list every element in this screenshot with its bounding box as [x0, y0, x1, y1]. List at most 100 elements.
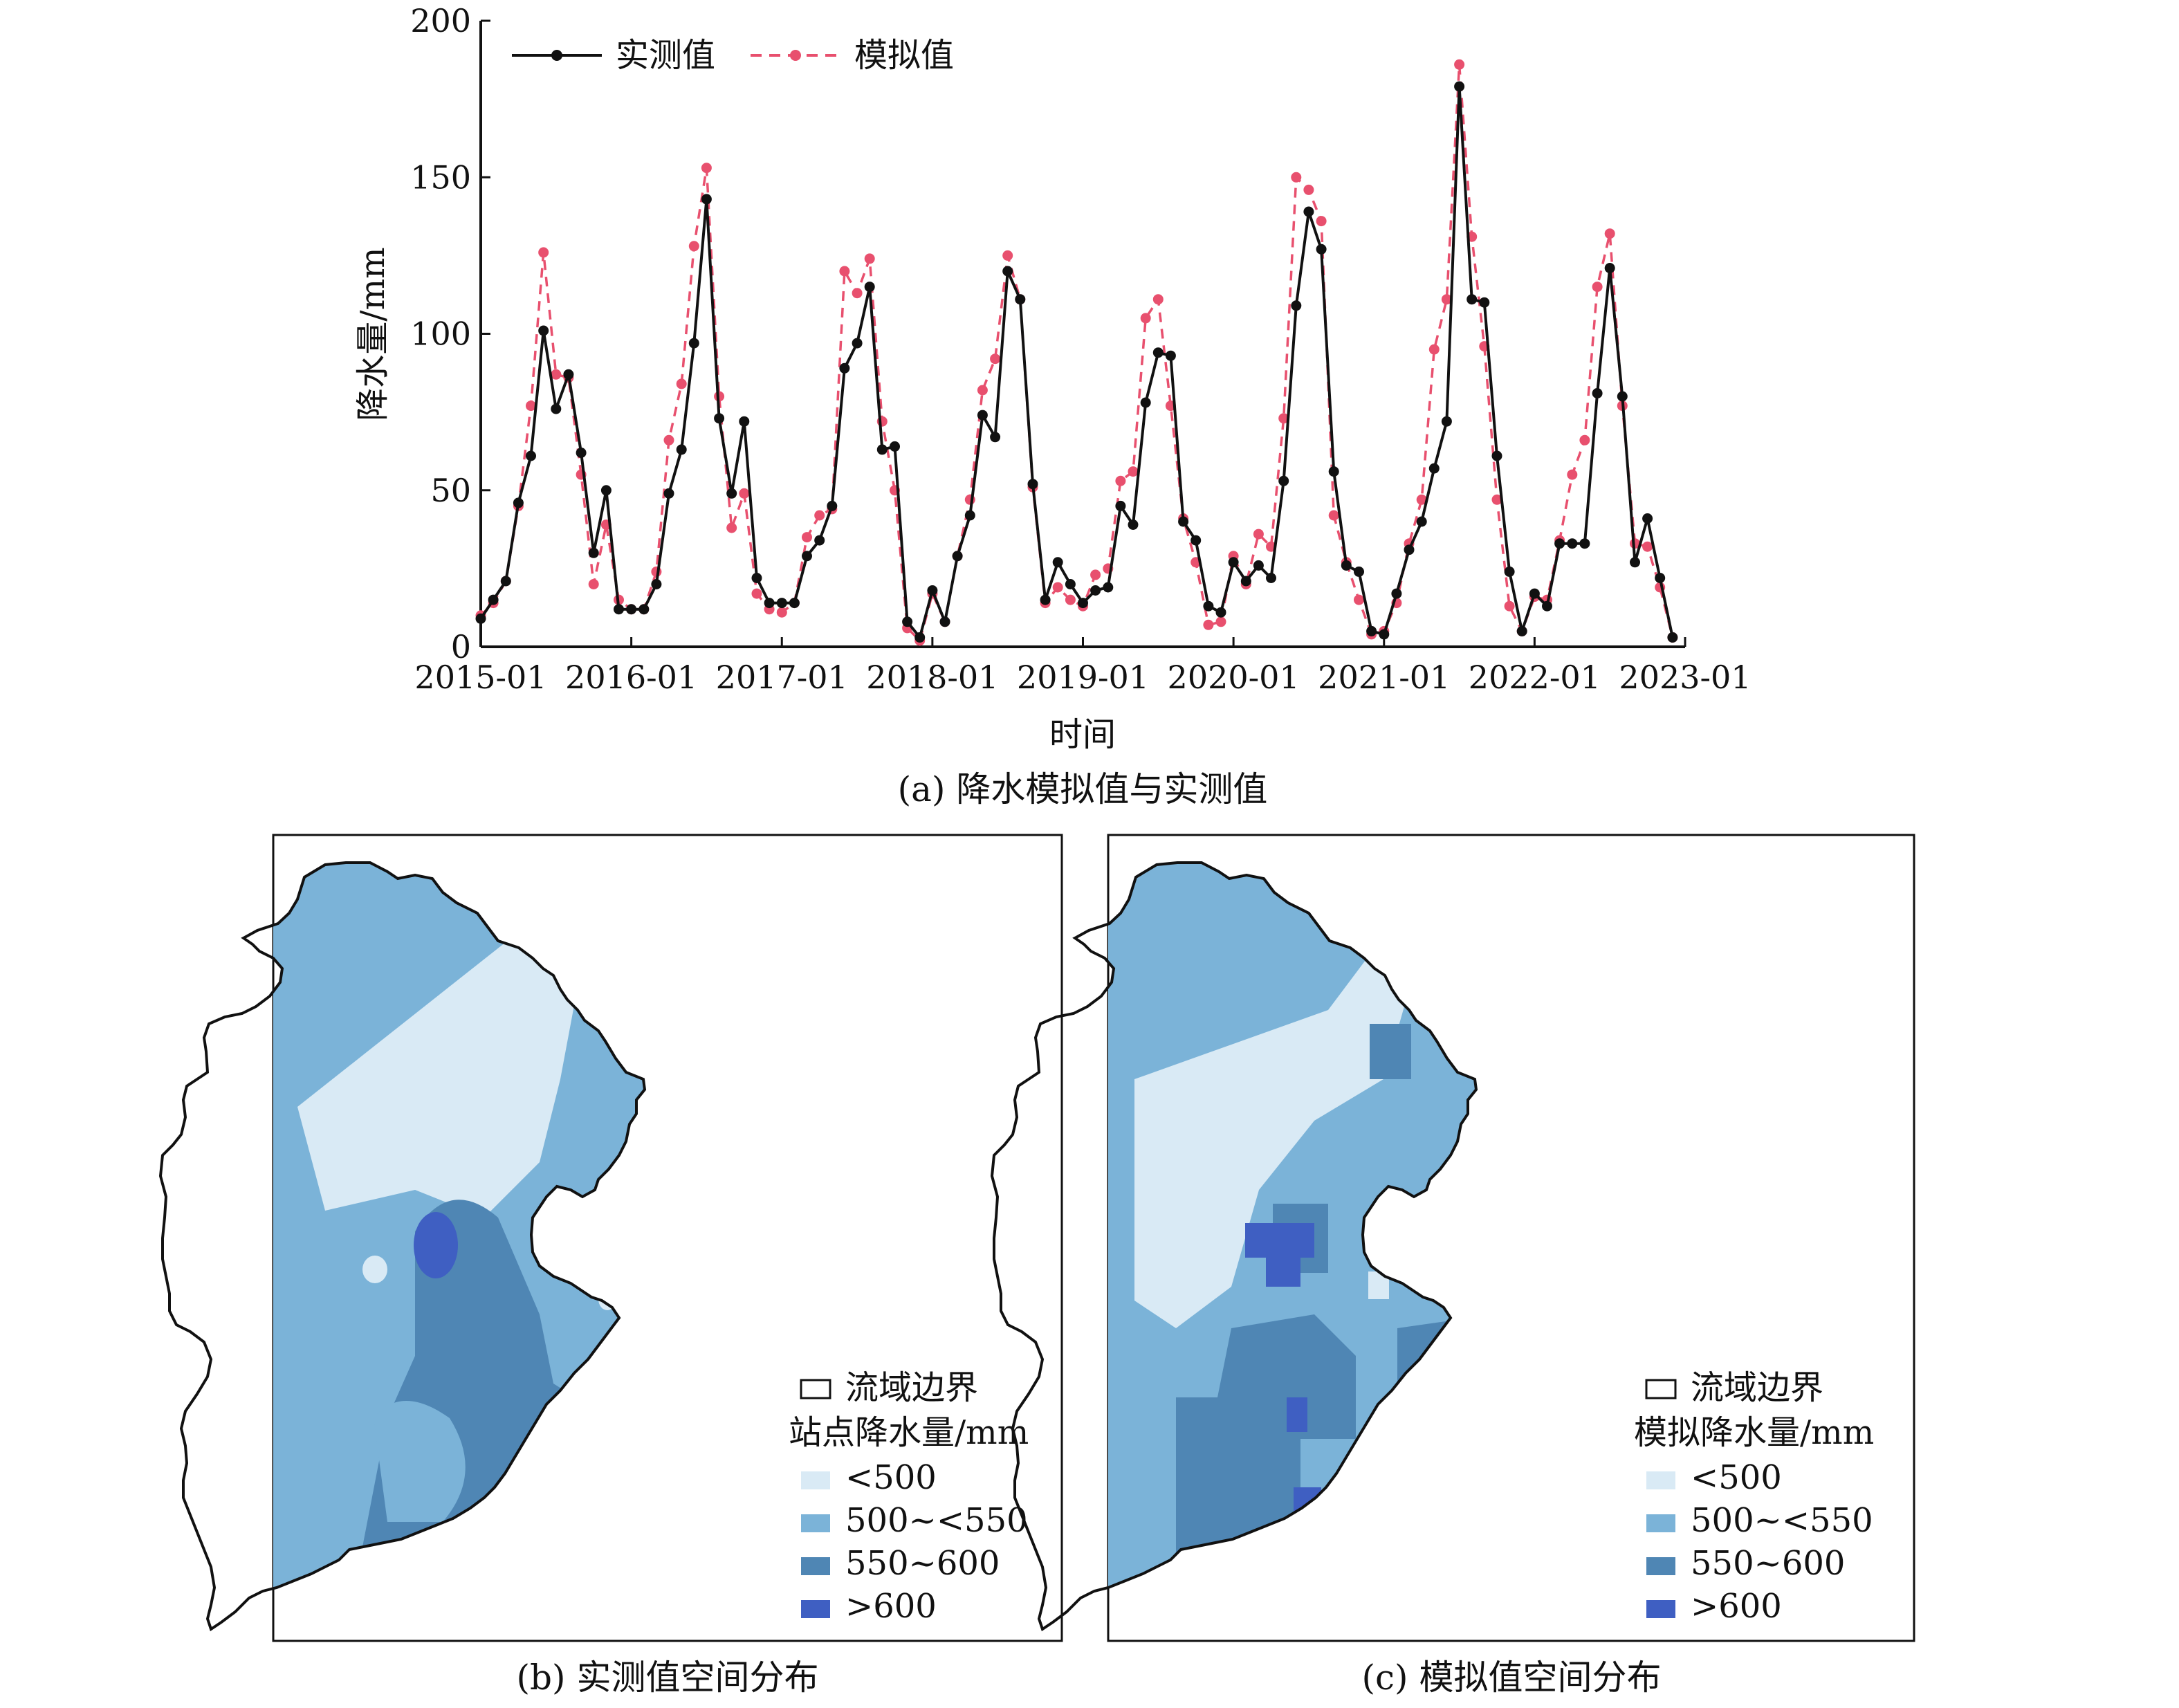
- data-point-simulated: [701, 163, 712, 174]
- data-point-observed: [500, 576, 511, 587]
- data-point-observed: [1630, 557, 1640, 568]
- data-point-observed: [876, 444, 888, 455]
- data-point-observed: [1617, 391, 1628, 402]
- data-point-observed: [764, 598, 775, 609]
- data-point-observed: [1316, 244, 1327, 255]
- zone-c-mid-4: [1508, 955, 1577, 1024]
- data-point-observed: [852, 338, 863, 349]
- data-point-observed: [576, 448, 587, 458]
- data-point-observed: [1065, 579, 1076, 589]
- data-point-simulated: [776, 607, 787, 618]
- x-tick-label: 2019-01: [1017, 659, 1149, 696]
- data-point-observed: [1240, 576, 1251, 587]
- data-point-observed: [1579, 538, 1590, 549]
- data-point-observed: [563, 369, 574, 380]
- data-point-observed: [839, 362, 850, 374]
- data-point-simulated: [802, 532, 812, 543]
- x-axis-ticks: 2015-01 2016-01 2017-01 2018-01 2019-01 2020-…: [414, 637, 1752, 696]
- legend-c-swatch-2: [1646, 1557, 1675, 1575]
- data-point-observed: [1416, 516, 1427, 527]
- data-point-observed: [1529, 588, 1540, 599]
- data-point-observed: [739, 416, 750, 427]
- data-point-simulated: [1303, 184, 1314, 195]
- legend-label-observed: 实测值: [616, 36, 715, 75]
- zone-b-mid-2: [374, 1401, 466, 1522]
- data-point-simulated: [1291, 172, 1302, 183]
- data-point-observed: [1203, 600, 1214, 612]
- data-point-observed: [1491, 450, 1502, 461]
- legend-b-label-2: 550~600: [845, 1544, 1000, 1583]
- series-points-simulated: [475, 59, 1678, 646]
- data-point-observed: [1015, 294, 1026, 305]
- zone-b-high-5: [498, 1487, 581, 1570]
- data-point-simulated: [1328, 510, 1339, 521]
- data-point-observed: [1190, 535, 1202, 546]
- data-point-observed: [890, 441, 900, 452]
- x-tick-label: 2023-01: [1619, 659, 1751, 696]
- caption-b: (b) 实测值空间分布: [517, 1658, 819, 1698]
- data-point-simulated: [1428, 344, 1440, 355]
- caption-a: (a) 降水模拟值与实测值: [898, 769, 1268, 809]
- data-point-simulated: [1416, 494, 1427, 505]
- data-point-observed: [1002, 266, 1013, 277]
- data-point-observed: [1103, 582, 1114, 593]
- legend-c-boundary-swatch: [1645, 1379, 1677, 1399]
- legend-b-swatch-0: [801, 1471, 830, 1489]
- zone-b-high-2: [656, 1064, 679, 1092]
- data-point-simulated: [1441, 294, 1452, 305]
- map-observed: 流域边界 站点降水量/mm <500 500~<550 550~600 >600…: [159, 834, 1063, 1698]
- data-point-simulated: [588, 579, 599, 589]
- data-point-observed: [1354, 566, 1364, 577]
- data-point-observed: [1479, 297, 1490, 308]
- x-tick-label: 2022-01: [1469, 659, 1601, 696]
- data-point-observed: [1040, 594, 1051, 605]
- data-point-observed: [1592, 388, 1603, 398]
- map-simulated: 流域边界 模拟降水量/mm <500 500~<550 550~600 >600…: [991, 834, 1915, 1698]
- y-axis-ticks: 0 50 100 150 200: [410, 2, 490, 665]
- data-point-observed: [551, 403, 562, 414]
- zone-c-mid-3: [1176, 1314, 1356, 1591]
- data-point-simulated: [1504, 600, 1515, 612]
- data-point-observed: [538, 325, 549, 336]
- zone-b-high-6: [429, 1607, 484, 1629]
- data-point-simulated: [977, 385, 988, 396]
- line-legend: 实测值 模拟值: [512, 36, 954, 75]
- data-point-observed: [1567, 538, 1578, 549]
- zone-c-high-5: [1287, 1397, 1307, 1432]
- data-point-simulated: [551, 369, 562, 380]
- zone-c-low-ne: [1522, 899, 1716, 1190]
- data-point-simulated: [739, 488, 750, 499]
- legend-c-swatch-1: [1646, 1514, 1675, 1532]
- data-point-observed: [1278, 475, 1289, 486]
- data-point-observed: [776, 598, 787, 609]
- legend-item-observed: 实测值: [512, 36, 715, 75]
- data-point-observed: [726, 488, 737, 499]
- data-point-observed: [939, 616, 950, 627]
- data-point-simulated: [1128, 466, 1139, 477]
- data-point-observed: [1642, 513, 1653, 524]
- data-point-simulated: [751, 588, 762, 599]
- data-point-simulated: [526, 401, 536, 412]
- x-tick-label: 2015-01: [414, 659, 546, 696]
- data-point-simulated: [726, 522, 737, 533]
- zone-c-mid-1: [1480, 1052, 1646, 1190]
- data-point-observed: [1504, 566, 1515, 577]
- series-layer: [475, 59, 1678, 646]
- data-point-observed: [1165, 350, 1176, 361]
- zone-c-high-6: [1252, 1591, 1280, 1629]
- data-point-simulated: [1604, 228, 1615, 239]
- data-point-observed: [1078, 598, 1088, 609]
- data-point-observed: [902, 616, 913, 627]
- data-point-observed: [751, 573, 762, 583]
- legend-b-swatch-3: [801, 1600, 830, 1618]
- caption-c: (c) 模拟值空间分布: [1362, 1658, 1662, 1698]
- zone-b-low-top: [526, 863, 645, 968]
- legend-c-label-3: >600: [1691, 1587, 1782, 1626]
- zone-b-high-1: [414, 1212, 458, 1278]
- legend-c-swatch-0: [1646, 1471, 1675, 1489]
- data-point-observed: [1178, 516, 1189, 527]
- data-point-observed: [1604, 263, 1615, 273]
- y-tick-label: 100: [410, 315, 471, 353]
- legend-c-swatch-3: [1646, 1600, 1675, 1618]
- data-point-observed: [1152, 347, 1164, 358]
